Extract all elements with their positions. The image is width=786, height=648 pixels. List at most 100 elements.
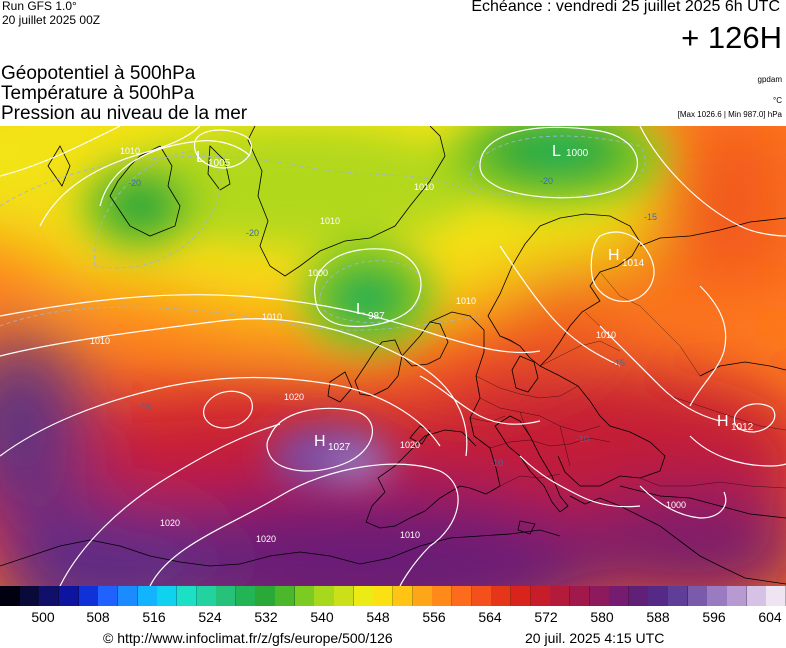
scale-swatch — [78, 586, 99, 606]
scale-tick: 548 — [366, 609, 390, 625]
center-value: 1012 — [731, 422, 754, 433]
scale-swatch — [137, 586, 158, 606]
isobar-label: 1010 — [320, 216, 340, 226]
scale-swatch — [98, 586, 119, 606]
scale-swatch — [648, 586, 669, 606]
scale-swatch — [255, 586, 276, 606]
scale-swatch — [314, 586, 335, 606]
scale-swatch — [510, 586, 532, 606]
scale-swatch — [196, 586, 217, 606]
scale-swatch — [275, 586, 296, 606]
isobar-label: 1010 — [414, 182, 434, 192]
scale-swatch — [412, 586, 433, 606]
isobar-label: 1020 — [256, 534, 276, 544]
scale-swatch — [530, 586, 551, 606]
weather-map[interactable]: L 1000 L 1005 L 987 H 1014 H 1027 H 1012… — [0, 126, 786, 586]
scale-swatch — [471, 586, 492, 606]
isotherm-label: -15 — [138, 402, 151, 412]
scale-swatch — [707, 586, 728, 606]
scale-swatch — [39, 586, 60, 606]
scale-swatch — [0, 586, 21, 606]
scale-swatch — [373, 586, 394, 606]
isobar-label: 1020 — [160, 518, 180, 528]
scale-swatch — [334, 586, 355, 606]
scale-swatch — [766, 586, 786, 606]
scale-tick: 588 — [646, 609, 670, 625]
isobar-label: 1010 — [120, 146, 140, 156]
scale-swatch — [294, 586, 315, 606]
borders — [469, 271, 786, 489]
scale-swatch — [727, 586, 748, 606]
center-label: H — [608, 247, 620, 264]
isobar-label: 1020 — [400, 440, 420, 450]
center-label: L — [356, 301, 365, 318]
scale-swatch — [609, 586, 630, 606]
scale-tick: 596 — [702, 609, 726, 625]
scale-swatch — [668, 586, 689, 606]
center-label: H — [314, 433, 326, 450]
center-value: 1000 — [566, 148, 589, 159]
run-label: Run GFS 1.0° — [2, 0, 77, 13]
scale-swatch — [687, 586, 708, 606]
title-pressure: Pression au niveau de la mer — [1, 103, 248, 124]
isotherm-label: -10 — [490, 458, 503, 468]
title-temperature: Température à 500hPa — [1, 83, 195, 104]
center-value: 1014 — [622, 258, 645, 269]
isobar-label: 1010 — [262, 312, 282, 322]
isotherm-label: -20 — [246, 228, 259, 238]
isotherm-label: -15 — [612, 358, 625, 368]
scale-tick: 508 — [86, 609, 110, 625]
scale-tick: 500 — [31, 609, 55, 625]
scale-swatch — [451, 586, 473, 606]
scale-swatch — [19, 586, 40, 606]
scale-tick: 580 — [590, 609, 614, 625]
center-value: 1005 — [208, 158, 231, 169]
title-geopotential: Géopotentiel à 500hPa — [1, 63, 196, 84]
scale-swatch — [235, 586, 256, 606]
scale-tick: 604 — [758, 609, 782, 625]
scale-swatch — [746, 586, 767, 606]
run-date: 20 juillet 2025 00Z — [2, 13, 101, 27]
isotherm-label: -15 — [644, 212, 657, 222]
color-scale — [0, 586, 786, 606]
center-label: L — [552, 143, 561, 160]
isobar-label: 1000 — [308, 268, 328, 278]
isobar-label: 1010 — [90, 336, 110, 346]
isobar-label: 1020 — [284, 392, 304, 402]
isotherms — [0, 135, 646, 331]
scale-swatch — [550, 586, 571, 606]
isobar-label: 1010 — [596, 330, 616, 340]
run-timestamp: 20 juil. 2025 4:15 UTC — [525, 630, 665, 646]
source-credit: © http://www.infoclimat.fr/z/gfs/europe/… — [103, 630, 393, 646]
isobars — [0, 126, 786, 586]
scale-swatch — [491, 586, 512, 606]
isotherm-label: -20 — [128, 178, 141, 188]
isotherm-label: -10 — [576, 434, 589, 444]
unit-pressure: [Max 1026.6 | Min 987.0] hPa — [677, 110, 782, 119]
center-label: L — [196, 149, 205, 166]
geopotential-field — [0, 126, 786, 586]
scale-tick: 556 — [422, 609, 446, 625]
isotherm-labels: -20 -20 -20 -15 -15 -15 -10 -10 — [128, 176, 657, 468]
scale-swatch — [176, 586, 197, 606]
scale-swatch — [432, 586, 453, 606]
unit-gpdam: gpdam — [757, 75, 782, 84]
scale-swatch — [58, 586, 80, 606]
scale-tick: 524 — [198, 609, 222, 625]
unit-celsius: °C — [773, 96, 782, 105]
scale-tick: 572 — [534, 609, 558, 625]
scale-tick: 532 — [254, 609, 278, 625]
pressure-centers: L 1000 L 1005 L 987 H 1014 H 1027 H 1012 — [196, 143, 754, 453]
center-value: 1027 — [328, 442, 351, 453]
isobar-labels: 1010 1010 1010 1010 1000 1010 1010 1020 … — [90, 146, 686, 544]
scale-swatch — [216, 586, 237, 606]
scale-swatch — [353, 586, 374, 606]
center-label: H — [717, 413, 729, 430]
scale-swatch — [393, 586, 414, 606]
forecast-lead: + 126H — [681, 20, 782, 55]
isobar-label: 1010 — [400, 530, 420, 540]
scale-swatch — [117, 586, 139, 606]
valid-time: Echéance : vendredi 25 juillet 2025 6h U… — [471, 0, 780, 15]
scale-tick: 540 — [310, 609, 334, 625]
map-svg: L 1000 L 1005 L 987 H 1014 H 1027 H 1012… — [0, 126, 786, 586]
